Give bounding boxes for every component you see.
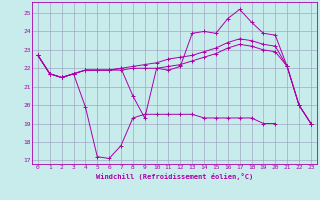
X-axis label: Windchill (Refroidissement éolien,°C): Windchill (Refroidissement éolien,°C) <box>96 173 253 180</box>
